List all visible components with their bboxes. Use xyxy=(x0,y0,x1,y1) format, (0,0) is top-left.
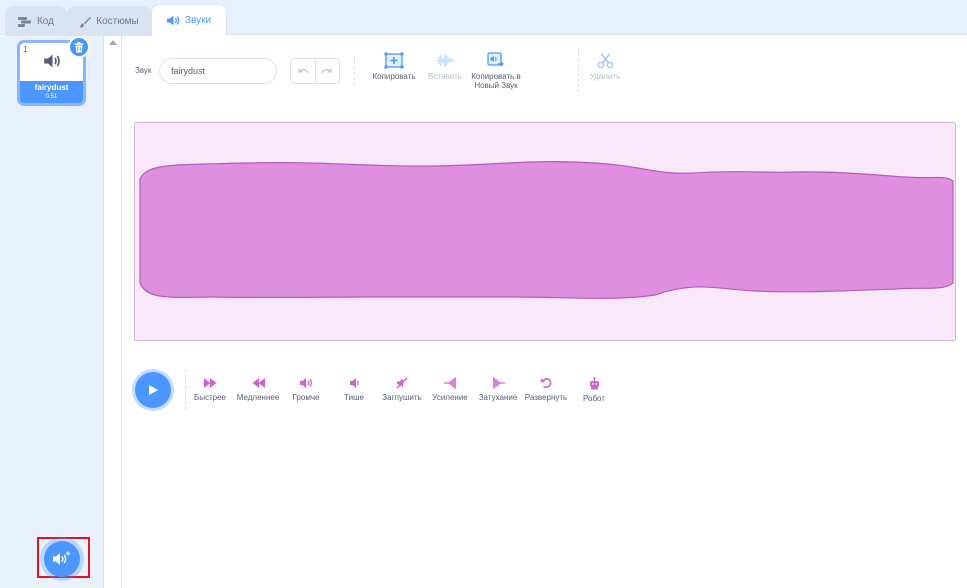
scroll-up-arrow-icon[interactable] xyxy=(109,40,117,45)
effect-mute-label: Заглушить xyxy=(382,393,422,402)
editor-tab-bar: Код Костюмы Звуки xyxy=(0,0,967,36)
fade-in-icon xyxy=(443,377,456,389)
effect-fade-out-label: Затухание xyxy=(478,393,518,402)
effect-louder-label: Громче xyxy=(292,393,320,402)
sound-name-label: Звук xyxy=(135,66,152,75)
undo-button[interactable] xyxy=(291,59,315,83)
effect-louder-button[interactable]: Громче xyxy=(283,377,329,402)
sound-tile-name: fairydust xyxy=(34,83,69,92)
sound-name-input[interactable] xyxy=(159,58,277,84)
scissors-icon xyxy=(597,53,613,69)
mute-icon xyxy=(395,377,408,389)
effect-slower-label: Медленнее xyxy=(236,393,280,402)
effect-reverse-label: Развернуть xyxy=(524,393,568,402)
play-icon xyxy=(149,385,158,395)
copy-to-new-icon xyxy=(487,52,504,67)
effect-fade-in-button[interactable]: Усиление xyxy=(427,377,473,402)
effect-softer-label: Тише xyxy=(344,393,364,402)
delete-selection-label: Удалить xyxy=(589,72,621,81)
tab-code-label: Код xyxy=(36,16,54,27)
sound-list-panel xyxy=(0,36,104,588)
trash-icon xyxy=(74,41,84,52)
redo-button[interactable] xyxy=(314,59,339,83)
undo-redo-group xyxy=(290,58,340,84)
copy-to-new-button[interactable]: Копировать в Новый Звук xyxy=(466,52,526,90)
copy-to-new-label: Копировать в Новый Звук xyxy=(471,72,521,90)
effect-faster-button[interactable]: Быстрее xyxy=(187,377,233,402)
delete-sound-button[interactable] xyxy=(68,36,90,58)
redo-icon xyxy=(321,68,333,74)
tab-sounds-label: Звуки xyxy=(184,15,212,26)
paintbrush-icon xyxy=(79,16,92,27)
copy-to-new-label-line2: Новый Звук xyxy=(474,81,518,90)
waveform-canvas[interactable] xyxy=(134,122,956,341)
effect-mute-button[interactable]: Заглушить xyxy=(379,377,425,402)
paste-icon xyxy=(435,54,455,67)
toolbar-divider xyxy=(578,48,579,92)
fade-out-icon xyxy=(492,377,505,389)
effect-fade-in-label: Усиление xyxy=(432,393,468,402)
sound-list-scrollbar[interactable] xyxy=(104,36,122,588)
tab-sounds[interactable]: Звуки xyxy=(151,4,227,36)
softer-icon xyxy=(349,378,359,388)
speaker-icon xyxy=(166,15,180,26)
effect-reverse-button[interactable]: Развернуть xyxy=(523,377,569,402)
effect-slower-button[interactable]: Медленнее xyxy=(235,377,281,402)
effects-divider xyxy=(185,370,186,410)
copy-label: Копировать xyxy=(372,72,416,81)
sound-tile-index: 1 xyxy=(23,45,28,54)
slower-icon xyxy=(252,378,265,388)
tab-code[interactable]: Код xyxy=(5,6,67,36)
paste-button[interactable]: Вставить xyxy=(415,52,475,81)
robot-icon xyxy=(589,377,599,390)
copy-button[interactable]: Копировать xyxy=(364,52,424,81)
copy-icon xyxy=(384,52,404,69)
add-sound-button[interactable] xyxy=(44,541,80,577)
waveform-shape xyxy=(139,161,954,299)
effect-softer-button[interactable]: Тише xyxy=(331,377,377,402)
effect-robot-button[interactable]: Робот xyxy=(571,377,617,403)
undo-icon xyxy=(297,68,309,74)
paste-label: Вставить xyxy=(428,72,462,81)
faster-icon xyxy=(203,378,216,388)
delete-selection-button[interactable]: Удалить xyxy=(575,52,635,81)
add-sound-icon xyxy=(53,551,70,565)
sound-tile-duration: 0.51 xyxy=(45,94,58,100)
tab-costumes[interactable]: Костюмы xyxy=(67,6,151,36)
copy-to-new-label-line1: Копировать в xyxy=(471,72,521,81)
effect-fade-out-button[interactable]: Затухание xyxy=(475,377,521,402)
louder-icon xyxy=(299,378,312,388)
toolbar-divider xyxy=(354,56,355,86)
effect-robot-label: Робот xyxy=(583,394,605,403)
tab-costumes-label: Костюмы xyxy=(96,16,139,27)
reverse-icon xyxy=(540,378,551,389)
add-sound-highlight xyxy=(37,537,90,578)
play-button[interactable] xyxy=(135,372,171,408)
speaker-icon xyxy=(44,54,60,68)
code-blocks-icon xyxy=(17,16,31,27)
effect-faster-label: Быстрее xyxy=(193,393,226,402)
